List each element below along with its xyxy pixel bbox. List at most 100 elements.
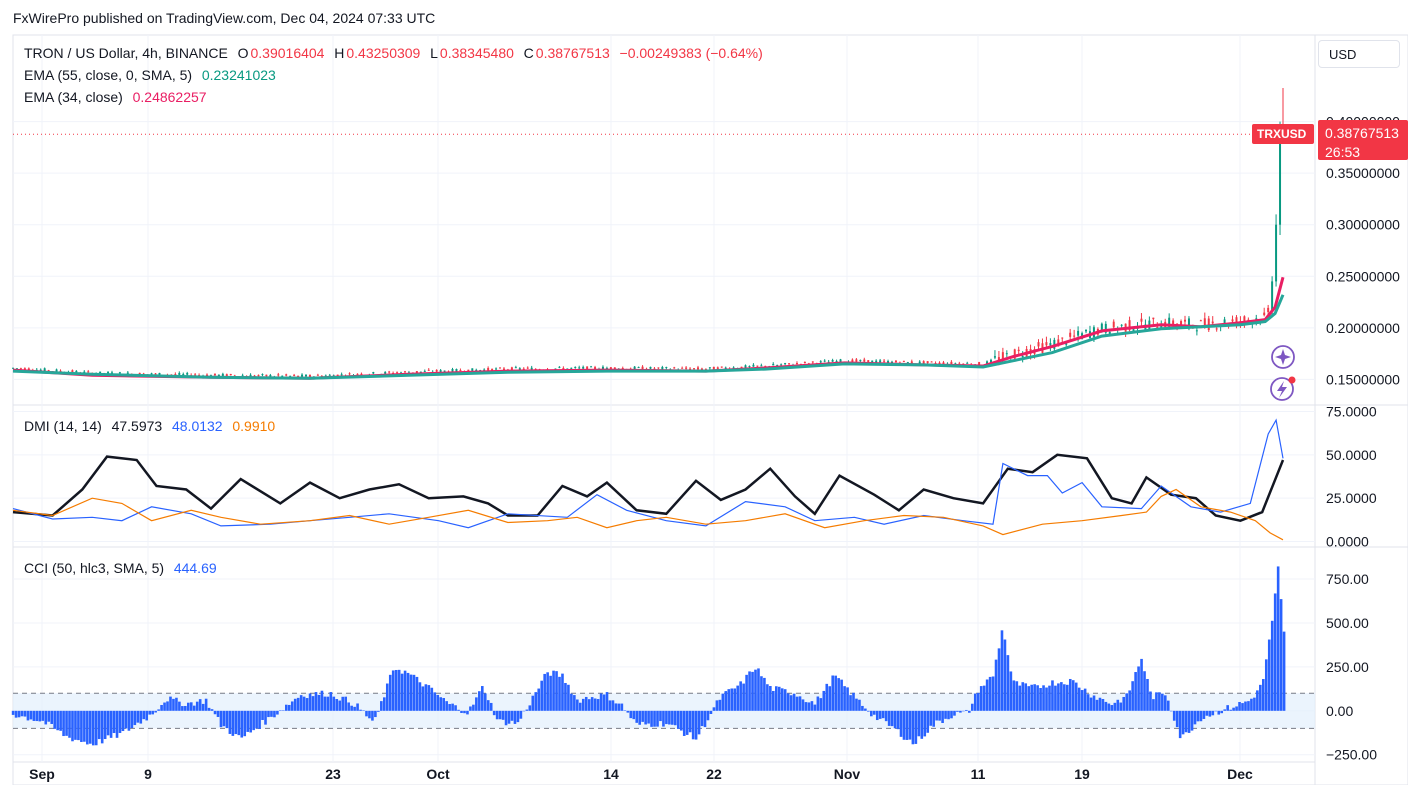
cci-bar xyxy=(766,684,769,711)
dmi-legend[interactable]: DMI (14, 14) 47.5973 48.0132 0.9910 xyxy=(24,418,277,434)
cci-bar xyxy=(739,681,742,711)
candle-body xyxy=(1104,323,1107,333)
cci-bar xyxy=(1152,699,1155,711)
cci-bar xyxy=(1045,687,1048,711)
candle-body xyxy=(285,374,288,376)
candle-body xyxy=(221,373,224,377)
cci-bar xyxy=(273,710,276,718)
candle-body xyxy=(954,363,957,365)
symbol-title[interactable]: TRON / US Dollar, 4h, BINANCE xyxy=(24,45,228,61)
cci-bar xyxy=(549,675,552,711)
ema55-legend[interactable]: EMA (55, close, 0, SMA, 5) 0.23241023 xyxy=(24,67,278,83)
cci-bar xyxy=(763,677,766,711)
candle-body xyxy=(673,367,676,369)
cci-bar xyxy=(29,710,33,720)
cci-bar xyxy=(469,706,472,711)
cci-value: 444.69 xyxy=(173,560,217,576)
candle-body xyxy=(1160,326,1163,329)
ema55-label[interactable]: EMA (55, close, 0, SMA, 5) xyxy=(24,67,193,83)
candle-body xyxy=(601,366,604,370)
ema34-label[interactable]: EMA (34, close) xyxy=(24,89,123,105)
candle-body xyxy=(839,359,842,363)
cci-bar xyxy=(94,710,98,746)
cci-tick-label: 500.00 xyxy=(1326,615,1369,631)
candle-body xyxy=(665,367,668,369)
cci-bar xyxy=(489,702,493,711)
cci-bar xyxy=(614,703,618,711)
cci-bar xyxy=(552,670,555,711)
candle-body xyxy=(950,361,953,365)
candle-body xyxy=(784,363,787,365)
cci-bar xyxy=(822,690,826,711)
cci-bar xyxy=(267,710,270,718)
cci-bar xyxy=(626,710,630,713)
cci-bar xyxy=(1098,697,1102,711)
candle-body xyxy=(1112,321,1115,328)
cci-bar xyxy=(475,697,478,711)
candle-body xyxy=(1172,320,1175,326)
cci-bar xyxy=(1131,681,1134,711)
cci-bar xyxy=(650,710,653,727)
cci-bar xyxy=(769,686,772,711)
cci-bar xyxy=(828,686,832,711)
cci-bar xyxy=(181,706,184,711)
cci-bar xyxy=(445,701,448,711)
cci-bar xyxy=(362,710,365,711)
ema34-legend[interactable]: EMA (34, close) 0.24862257 xyxy=(24,89,209,105)
price-tick-label: 0.20000000 xyxy=(1326,320,1400,336)
cci-bar xyxy=(1066,684,1069,711)
candle-body xyxy=(277,374,280,376)
candle-body xyxy=(1215,328,1218,330)
lightning-alert-icon[interactable] xyxy=(1270,376,1296,401)
candle-body xyxy=(495,368,498,370)
cci-bar xyxy=(570,693,573,711)
dmi-label[interactable]: DMI (14, 14) xyxy=(24,418,102,434)
cci-bar xyxy=(219,710,223,728)
cci-bar xyxy=(994,659,998,711)
candle-body xyxy=(388,371,391,373)
cci-bar xyxy=(1149,691,1152,711)
cci-bar xyxy=(1175,710,1179,728)
cci-bar xyxy=(145,710,149,721)
last-price-value: 0.38767513 xyxy=(1325,125,1399,141)
cci-bar xyxy=(353,706,356,711)
cci-bar xyxy=(483,693,487,711)
high-value: 0.43250309 xyxy=(346,45,421,61)
currency-button[interactable]: USD xyxy=(1318,40,1400,68)
candle-body xyxy=(712,366,715,370)
cci-bar xyxy=(852,692,855,711)
cci-bar xyxy=(519,710,523,719)
high-label: H xyxy=(334,45,345,61)
candle-body xyxy=(316,374,319,376)
cci-bar xyxy=(311,696,315,711)
cci-bar xyxy=(1250,698,1253,711)
cci-legend[interactable]: CCI (50, hlc3, SMA, 5) 444.69 xyxy=(24,560,219,576)
cci-bar xyxy=(1057,683,1060,711)
candle-body xyxy=(744,365,747,368)
candle-body xyxy=(586,366,589,371)
cci-bar xyxy=(433,692,437,711)
cci-bar xyxy=(11,710,15,715)
cci-bar xyxy=(270,710,273,717)
candle-body xyxy=(530,367,533,371)
cci-bar xyxy=(742,683,745,711)
cci-bar xyxy=(463,710,466,714)
cci-bar xyxy=(409,674,413,711)
cci-bar xyxy=(195,701,199,711)
cci-bar xyxy=(1083,688,1087,711)
cci-bar xyxy=(730,688,734,711)
candle-body xyxy=(502,368,505,370)
cci-bar xyxy=(359,709,362,711)
cci-bar xyxy=(166,701,169,711)
cci-bar xyxy=(682,710,686,736)
star-sparkle-icon[interactable] xyxy=(1271,345,1295,369)
candle-body xyxy=(942,362,945,365)
price-legend[interactable]: TRON / US Dollar, 4h, BINANCE O 0.3901640… xyxy=(24,45,765,61)
candle-body xyxy=(724,367,727,369)
cci-label[interactable]: CCI (50, hlc3, SMA, 5) xyxy=(24,560,165,576)
candle-body xyxy=(756,365,759,367)
cci-bar xyxy=(985,679,989,711)
candle-body xyxy=(1267,307,1270,313)
candle-body xyxy=(15,368,18,370)
